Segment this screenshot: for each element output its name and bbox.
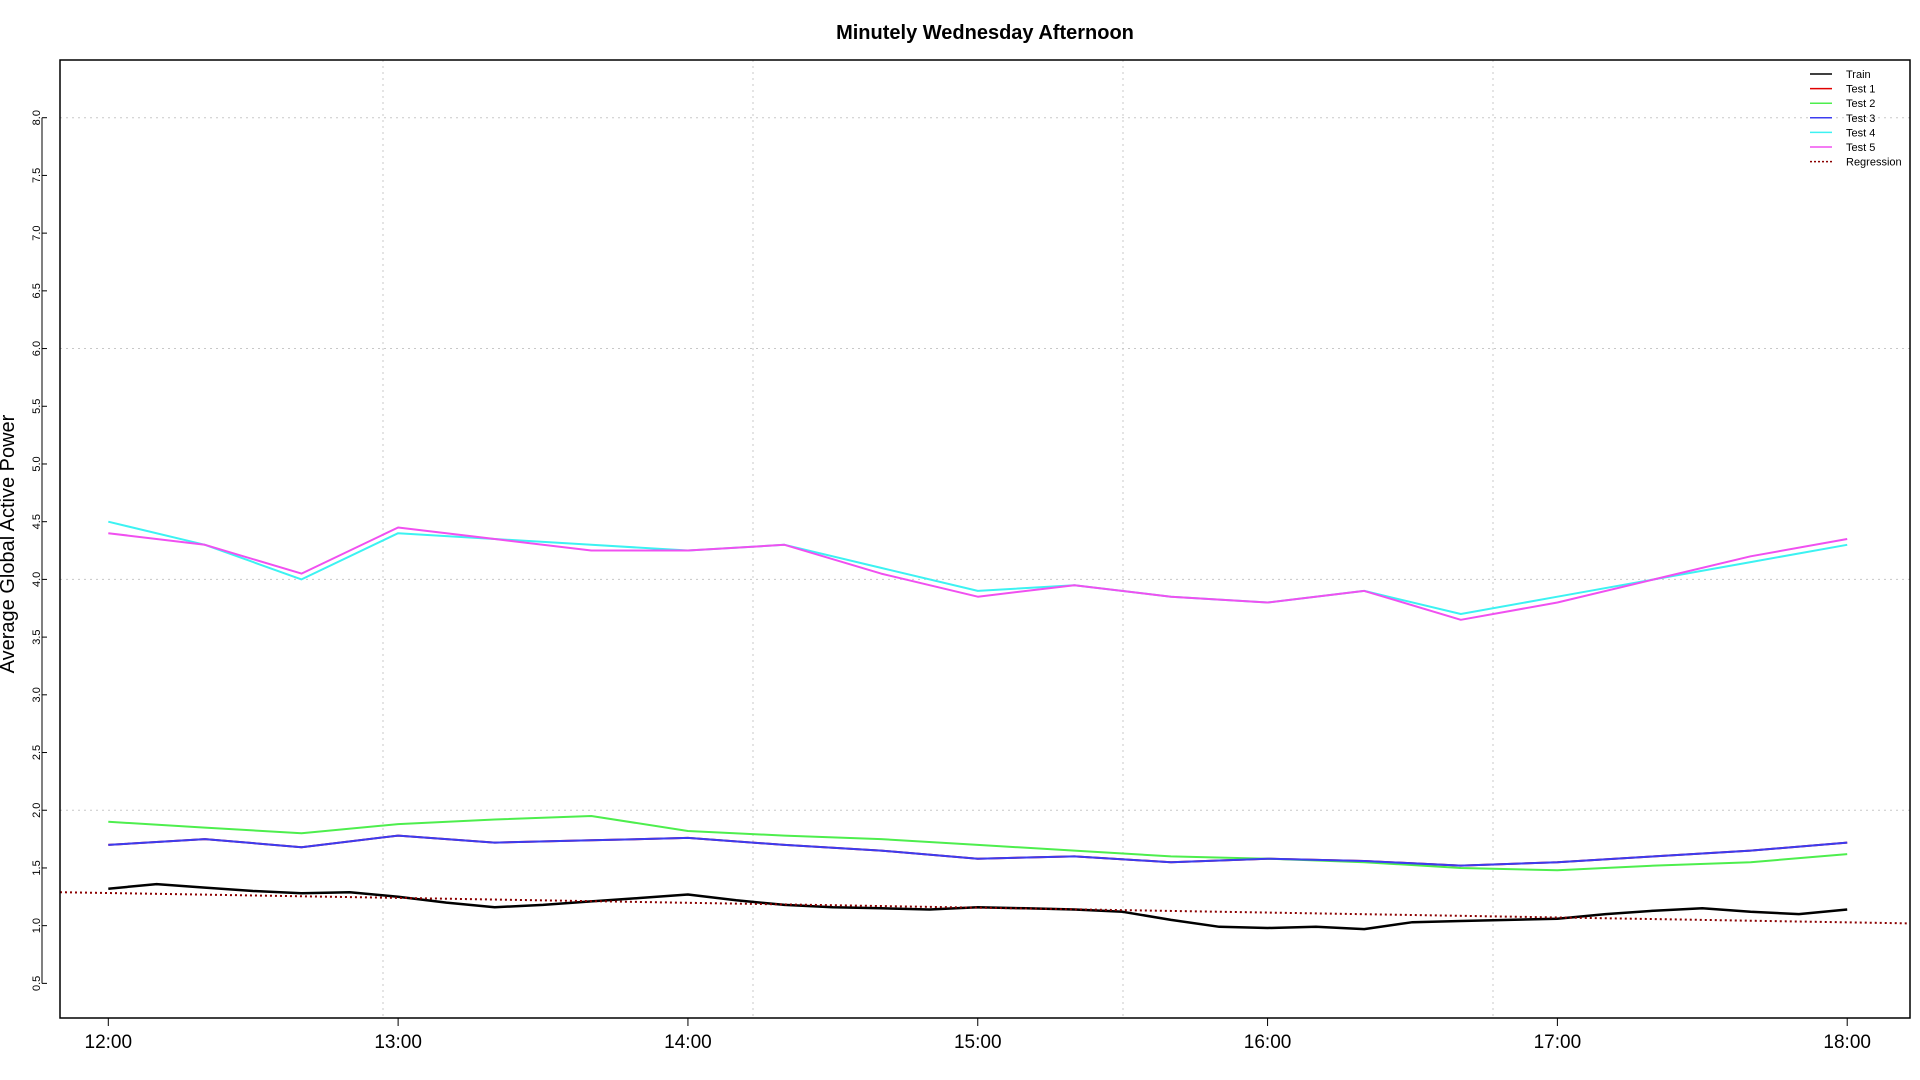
- y-tick-label: 4.0: [31, 572, 43, 587]
- series-line-regression: [59, 891, 1911, 925]
- y-tick-label: 8.0: [31, 110, 43, 125]
- legend-label: Test 3: [1846, 113, 1875, 125]
- legend-label: Test 2: [1846, 98, 1875, 110]
- y-axis: 0.5 1.0 1.5 2.0 2.5 3.0 3.5 4.0 4.5 5.0 5.5 6.0 6.5 7…: [31, 110, 47, 991]
- legend-label: Train: [1846, 69, 1871, 81]
- series-line-test-2: [108, 815, 1848, 872]
- x-axis: 12:00 13:00 14:00 15:00 16:00 17:00 18:00: [85, 1017, 1871, 1053]
- y-tick-label: 2.0: [31, 803, 43, 818]
- series-lines: [59, 520, 1911, 931]
- series-line-test-4: [108, 520, 1848, 615]
- y-tick-label: 3.5: [31, 629, 43, 644]
- y-tick-label: 3.0: [31, 687, 43, 702]
- x-tick-label: 18:00: [1823, 1032, 1871, 1053]
- x-tick-label: 15:00: [954, 1032, 1002, 1053]
- y-tick-label: 1.5: [31, 860, 43, 875]
- x-tick-label: 13:00: [374, 1032, 422, 1053]
- series-line-test-5: [108, 526, 1848, 621]
- y-tick-label: 1.0: [31, 918, 43, 933]
- y-tick-label: 2.5: [31, 745, 43, 760]
- y-tick-label: 0.5: [31, 976, 43, 991]
- y-axis-label: Average Global Active Power: [0, 414, 19, 673]
- y-tick-label: 4.5: [31, 514, 43, 529]
- x-tick-label: 16:00: [1244, 1032, 1292, 1053]
- legend-label: Test 5: [1846, 142, 1875, 154]
- y-tick-label: 7.5: [31, 168, 43, 183]
- chart-title: Minutely Wednesday Afternoon: [836, 22, 1134, 44]
- x-tick-label: 17:00: [1534, 1032, 1582, 1053]
- x-tick-label: 12:00: [85, 1032, 133, 1053]
- legend-label: Test 4: [1846, 127, 1875, 139]
- y-tick-label: 6.0: [31, 341, 43, 356]
- y-tick-label: 6.5: [31, 283, 43, 298]
- x-tick-label: 14:00: [664, 1032, 712, 1053]
- y-tick-label: 7.0: [31, 225, 43, 240]
- legend-label: Regression: [1846, 157, 1902, 169]
- legend: Train Test 1 Test 2 Test 3 Test 4 Test 5 Regre…: [1810, 69, 1902, 169]
- y-tick-label: 5.0: [31, 456, 43, 471]
- series-line-train: [108, 882, 1848, 931]
- y-tick-label: 5.5: [31, 399, 43, 414]
- series-line-test-3: [108, 834, 1848, 867]
- legend-label: Test 1: [1846, 84, 1875, 96]
